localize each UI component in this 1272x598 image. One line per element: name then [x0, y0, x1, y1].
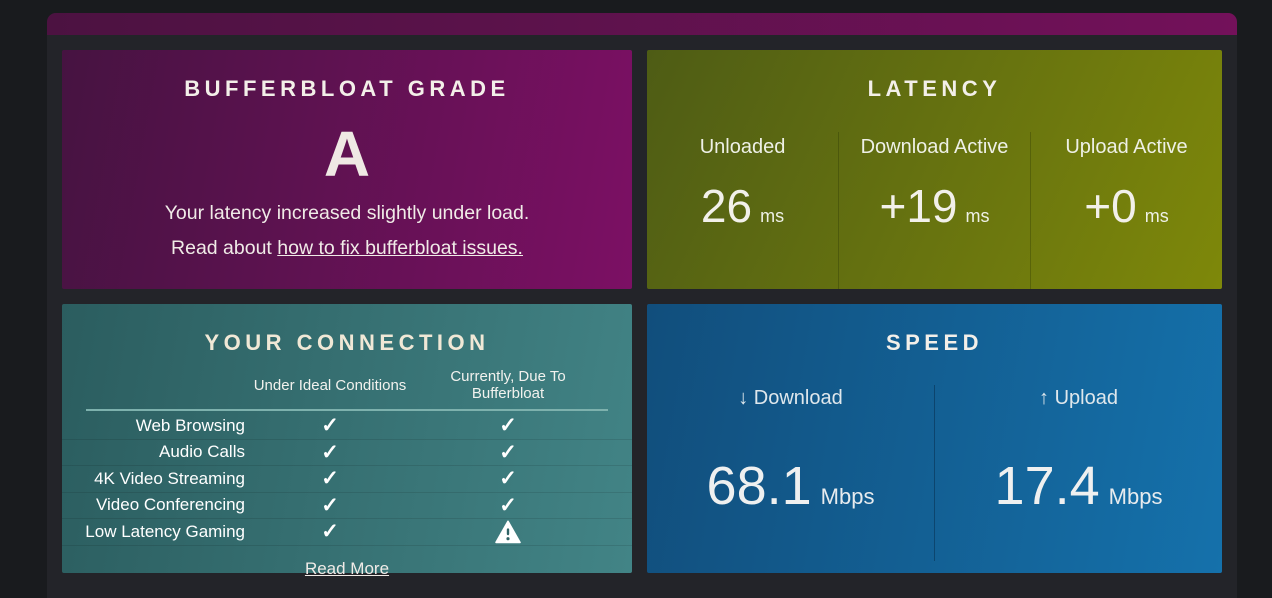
- down-arrow-icon: ↓: [738, 387, 749, 410]
- speed-columns: ↓ Download 68.1 Mbps ↑ Upload 17.4 Mbps: [647, 385, 1222, 561]
- table-row-video-conferencing: Video Conferencing ✓ ✓: [62, 491, 632, 519]
- top-progress-bar: [47, 13, 1237, 35]
- speed-card: SPEED ↓ Download 68.1 Mbps ↑ Upload 17.4 M…: [647, 304, 1222, 573]
- ideal-status-cell: ✓: [245, 468, 415, 489]
- current-status-cell: ✓: [415, 468, 601, 489]
- up-arrow-icon: ↑: [1039, 387, 1050, 410]
- check-icon: ✓: [499, 414, 517, 438]
- download-speed-value: 68.1 Mbps: [706, 456, 875, 517]
- content-panel: BUFFERBLOAT GRADE A Your latency increas…: [47, 13, 1237, 598]
- bufferbloat-grade-card: BUFFERBLOAT GRADE A Your latency increas…: [62, 50, 632, 289]
- check-icon: ✓: [321, 414, 339, 438]
- download-label: ↓ Download: [738, 387, 843, 410]
- latency-unloaded-value: 26 ms: [700, 180, 785, 233]
- latency-columns: Unloaded 26 ms Download Active +19 ms Uplo…: [647, 132, 1222, 289]
- grade-card-title: BUFFERBLOAT GRADE: [184, 76, 510, 101]
- ideal-status-cell: ✓: [245, 442, 415, 463]
- table-row-4k-video-streaming: 4K Video Streaming ✓ ✓: [62, 465, 632, 492]
- your-connection-card: YOUR CONNECTION Under Ideal Conditions C…: [62, 304, 632, 578]
- check-icon: ✓: [499, 467, 517, 491]
- read-more-container: Read More: [62, 559, 632, 579]
- warning-icon: [495, 520, 521, 544]
- upload-speed-value: 17.4 Mbps: [994, 456, 1163, 517]
- current-status-cell: ✓: [415, 442, 601, 463]
- read-more-link[interactable]: Read More: [304, 558, 390, 578]
- latency-download-value: +19 ms: [879, 180, 990, 233]
- grade-message: Your latency increased slightly under lo…: [164, 202, 530, 225]
- header-divider: [86, 409, 608, 412]
- check-icon: ✓: [499, 493, 517, 517]
- table-row-audio-calls: Audio Calls ✓ ✓: [62, 438, 632, 466]
- ideal-conditions-header: Under Ideal Conditions: [253, 376, 407, 394]
- ms-unit: ms: [760, 206, 785, 227]
- connection-table: Under Ideal Conditions Currently, Due To…: [62, 368, 632, 546]
- check-icon: ✓: [321, 520, 339, 544]
- fix-bufferbloat-link[interactable]: how to fix bufferbloat issues.: [277, 237, 523, 260]
- read-about-text: Read about: [171, 237, 278, 260]
- ideal-status-cell: ✓: [245, 495, 415, 516]
- speed-card-title: SPEED: [885, 330, 984, 355]
- check-icon: ✓: [499, 440, 517, 464]
- connection-card-title: YOUR CONNECTION: [204, 330, 490, 355]
- current-status-cell: ✓: [415, 415, 601, 436]
- latency-card-title: LATENCY: [867, 76, 1002, 101]
- latency-card: LATENCY Unloaded 26 ms Download Active +1…: [647, 50, 1222, 289]
- latency-download-label: Download Active: [860, 136, 1009, 159]
- ms-unit: ms: [1144, 206, 1169, 227]
- grade-read-line: Read about how to fix bufferbloat issues…: [62, 237, 632, 260]
- latency-unloaded-column: Unloaded 26 ms: [647, 132, 838, 289]
- upload-label: ↑ Upload: [1039, 387, 1118, 410]
- mbps-unit: Mbps: [1108, 484, 1163, 510]
- mbps-unit: Mbps: [820, 484, 875, 510]
- latency-upload-label: Upload Active: [1065, 136, 1188, 159]
- ideal-status-cell: ✓: [245, 521, 415, 542]
- current-status-cell: ✓: [415, 495, 601, 516]
- grade-value: A: [323, 118, 371, 191]
- current-status-cell: [415, 520, 601, 544]
- check-icon: ✓: [321, 493, 339, 517]
- upload-speed-column: ↑ Upload 17.4 Mbps: [934, 385, 1222, 561]
- latency-download-column: Download Active +19 ms: [838, 132, 1030, 289]
- download-speed-column: ↓ Download 68.1 Mbps: [647, 385, 934, 561]
- table-row-web-browsing: Web Browsing ✓ ✓: [62, 413, 632, 439]
- latency-upload-column: Upload Active +0 ms: [1030, 132, 1222, 289]
- check-icon: ✓: [321, 440, 339, 464]
- due-to-bufferbloat-header: Currently, Due To Bufferbloat: [450, 368, 566, 403]
- ideal-status-cell: ✓: [245, 415, 415, 436]
- results-grid: BUFFERBLOAT GRADE A Your latency increas…: [62, 50, 1223, 578]
- ms-unit: ms: [965, 206, 990, 227]
- connection-table-headers: Under Ideal Conditions Currently, Due To…: [62, 368, 632, 409]
- table-row-low-latency-gaming: Low Latency Gaming ✓: [62, 518, 632, 546]
- check-icon: ✓: [321, 467, 339, 491]
- latency-upload-value: +0 ms: [1084, 180, 1169, 233]
- latency-unloaded-label: Unloaded: [699, 136, 786, 159]
